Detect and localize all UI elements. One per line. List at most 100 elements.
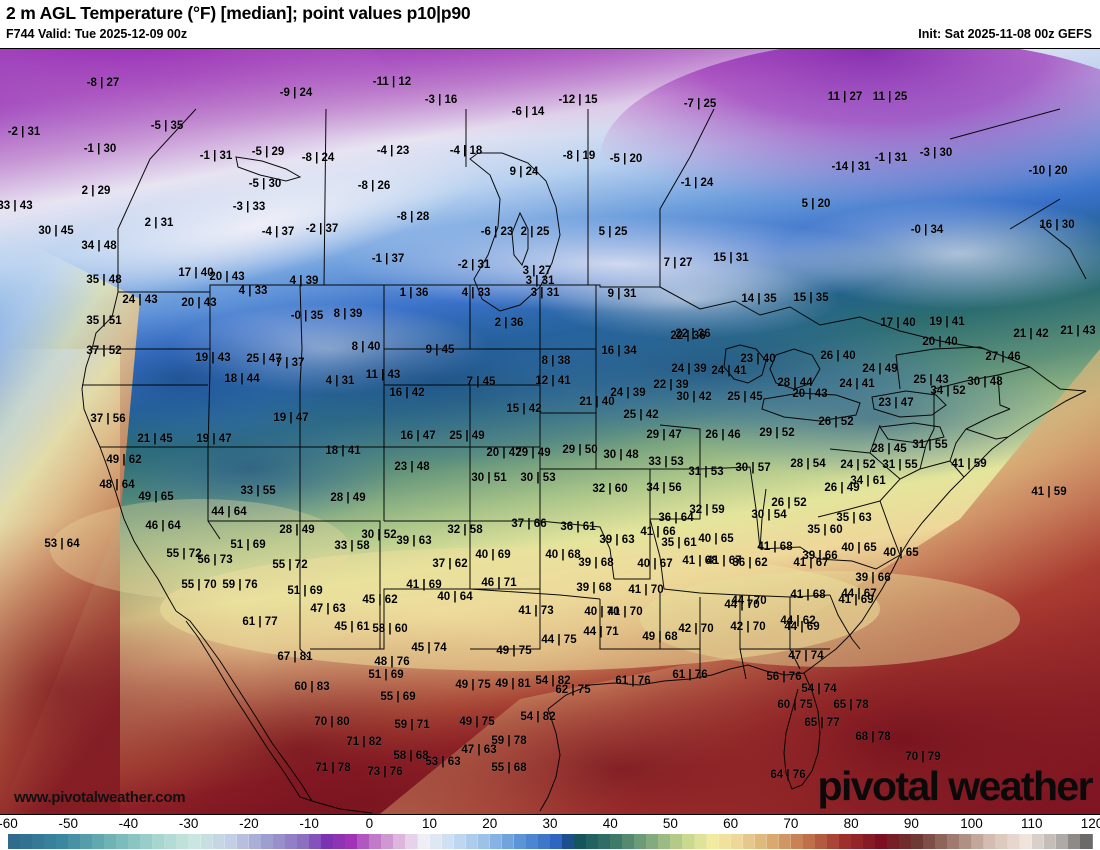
point-value: 29 | 47: [646, 429, 682, 441]
point-value: -8 | 26: [357, 180, 391, 192]
point-value: 16 | 34: [601, 345, 637, 357]
point-value: 51 | 69: [368, 669, 404, 681]
colorbar-segment: [802, 834, 816, 849]
colorbar-segment: [730, 834, 744, 849]
point-value: 53 | 63: [425, 756, 461, 768]
point-value: 65 | 78: [833, 699, 869, 711]
point-value: 19 | 47: [196, 433, 232, 445]
point-value: 21 | 40: [579, 396, 615, 408]
site-url-watermark: www.pivotalweather.com: [14, 789, 186, 806]
colorbar-segment: [935, 834, 949, 849]
point-value: 59 | 78: [491, 735, 527, 747]
point-value: 28 | 54: [790, 458, 826, 470]
point-value: 24 | 41: [839, 378, 875, 390]
point-value: -5 | 30: [248, 178, 282, 190]
point-value: 29 | 49: [515, 447, 551, 459]
colorbar-segment: [959, 834, 973, 849]
point-value: 32 | 59: [689, 504, 725, 516]
point-value: 40 | 65: [883, 547, 919, 559]
point-value: 56 | 76: [766, 671, 802, 683]
point-value: 26 | 49: [824, 482, 860, 494]
point-value: 39 | 63: [396, 535, 432, 547]
colorbar-segment: [1031, 834, 1045, 849]
colorbar-segment: [742, 834, 756, 849]
colorbar-segment: [309, 834, 322, 849]
point-value: 15 | 31: [713, 252, 749, 264]
point-value: 41 | 69: [406, 579, 442, 591]
point-value: 44 | 64: [211, 506, 247, 518]
colorbar-segment: [200, 834, 214, 849]
colorbar-segment: [1079, 834, 1093, 849]
point-value: 8 | 39: [333, 308, 363, 320]
point-value: 23 | 40: [740, 353, 776, 365]
point-value: 44 | 67: [841, 588, 877, 600]
point-value: 11 | 43: [365, 369, 401, 381]
point-value: 60 | 83: [294, 681, 330, 693]
colorbar-segment: [80, 834, 93, 849]
colorbar-segment: [911, 834, 924, 849]
colorbar-segment: [827, 834, 840, 849]
point-value: 8 | 40: [351, 341, 381, 353]
colorbar-segment: [947, 834, 961, 849]
map-canvas[interactable]: -8 | 27 -9 | 24 -11 | 12 -3 | 16 -6 | 14 -12 …: [0, 48, 1100, 815]
colorbar-segment: [297, 834, 310, 849]
colorbar-tick: 40: [602, 816, 618, 831]
point-value: -3 | 30: [919, 147, 953, 159]
point-value: 62 | 75: [555, 684, 591, 696]
colorbar-segment: [923, 834, 937, 849]
point-value: 46 | 64: [145, 520, 181, 532]
point-value: 11 | 25: [872, 91, 908, 103]
point-value: 44 | 69: [784, 621, 820, 633]
point-value: -4 | 37: [261, 226, 295, 238]
point-value: 18 | 41: [325, 445, 361, 457]
colorbar-segment: [212, 834, 226, 849]
point-value: 44 | 75: [541, 634, 577, 646]
point-value: -2 | 31: [457, 259, 491, 271]
point-value: 58 | 68: [393, 750, 429, 762]
point-value: 26 | 46: [705, 429, 741, 441]
point-value: 37 | 66: [511, 518, 547, 530]
point-value: 45 | 62: [362, 594, 398, 606]
point-value: 35 | 63: [836, 512, 872, 524]
colorbar-tick: -50: [58, 816, 78, 831]
point-value: 59 | 76: [222, 579, 258, 591]
point-value: 61 | 76: [615, 675, 651, 687]
colorbar-segment: [537, 834, 551, 849]
point-value: 65 | 77: [804, 717, 840, 729]
point-value: 36 | 61: [560, 521, 596, 533]
colorbar-segment: [525, 834, 539, 849]
point-value: 40 | 70: [584, 606, 620, 618]
colorbar-tick: -60: [0, 816, 18, 831]
point-value: 36 | 62: [732, 557, 768, 569]
point-value: 33 | 58: [334, 540, 370, 552]
point-value: 71 | 82: [346, 736, 382, 748]
temperature-contour-field: [0, 49, 1100, 814]
colorbar-segment: [995, 834, 1009, 849]
colorbar-segment: [851, 834, 864, 849]
colorbar-segment: [465, 834, 479, 849]
point-value: 30 | 42: [676, 391, 712, 403]
colorbar-tick: 120: [1080, 816, 1100, 831]
page-title: 2 m AGL Temperature (°F) [median]; point…: [6, 3, 471, 23]
point-value: 41 | 73: [518, 605, 554, 617]
point-value: 19 | 43: [195, 352, 231, 364]
point-value: 17 | 40: [880, 317, 916, 329]
colorbar-segment: [188, 834, 202, 849]
point-value: -2 | 31: [7, 126, 41, 138]
header: 2 m AGL Temperature (°F) [median]; point…: [0, 0, 1100, 48]
point-value: 49 | 62: [106, 454, 142, 466]
point-value: 25 | 42: [623, 409, 659, 421]
point-value: 55 | 72: [166, 548, 202, 560]
point-value: 49 | 75: [459, 716, 495, 728]
point-value: 48 | 76: [374, 656, 410, 668]
colorbar-segment: [20, 834, 33, 849]
point-value: 35 | 51: [86, 315, 122, 327]
point-value: 51 | 69: [230, 539, 266, 551]
point-value: 34 | 48: [81, 240, 117, 252]
colorbar-tick: 90: [903, 816, 919, 831]
point-value: 41 | 70: [607, 606, 643, 618]
point-value: 22 | 36: [670, 330, 706, 342]
point-value: 35 | 61: [661, 537, 697, 549]
point-value: 12 | 41: [535, 375, 571, 387]
